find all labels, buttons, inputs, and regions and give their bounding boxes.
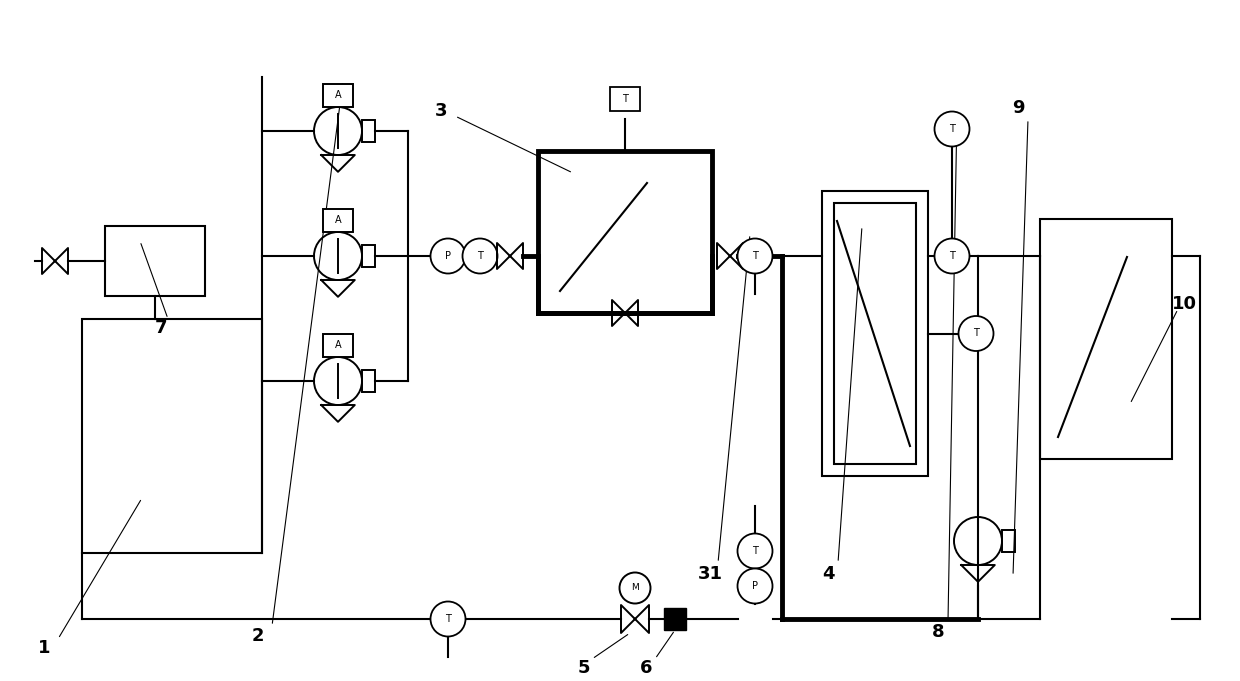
Text: T: T [477, 251, 482, 261]
Circle shape [463, 238, 497, 274]
Text: A: A [335, 340, 341, 351]
Text: 2: 2 [252, 627, 264, 645]
Bar [663, 608, 686, 630]
Circle shape [738, 569, 773, 603]
Text: P: P [445, 251, 451, 261]
Text: T: T [753, 251, 758, 261]
Bar [105, 226, 205, 296]
Text: 31: 31 [698, 565, 723, 583]
Text: M: M [631, 584, 639, 592]
Text: 1: 1 [38, 639, 51, 657]
Bar [362, 370, 376, 392]
Bar [362, 245, 376, 267]
Text: 8: 8 [932, 623, 945, 641]
Circle shape [430, 238, 465, 274]
Text: 7: 7 [155, 319, 167, 337]
Text: T: T [622, 94, 627, 104]
Text: 4: 4 [822, 565, 835, 583]
Text: 9: 9 [1012, 99, 1024, 117]
Text: T: T [445, 614, 451, 624]
Text: 3: 3 [435, 102, 448, 120]
Text: A: A [335, 215, 341, 225]
Circle shape [959, 316, 993, 351]
Text: T: T [973, 328, 978, 338]
Bar [362, 121, 376, 142]
Bar [322, 334, 353, 357]
Circle shape [738, 533, 773, 569]
Bar [82, 319, 262, 553]
Circle shape [935, 112, 970, 146]
Text: 5: 5 [578, 659, 590, 677]
Circle shape [935, 238, 970, 274]
Text: A: A [335, 91, 341, 101]
Bar [322, 209, 353, 232]
Bar [822, 191, 928, 476]
Circle shape [620, 573, 651, 603]
Text: T: T [949, 124, 955, 134]
Bar [1040, 219, 1172, 459]
Bar [610, 87, 640, 111]
Bar [322, 84, 353, 107]
Text: P: P [751, 581, 758, 591]
Bar [538, 151, 712, 313]
Circle shape [738, 238, 773, 274]
Bar [835, 203, 916, 464]
Bar [1002, 530, 1016, 552]
Text: T: T [949, 251, 955, 261]
Circle shape [430, 601, 465, 637]
Text: T: T [753, 546, 758, 556]
Text: 10: 10 [1172, 295, 1197, 313]
Text: 6: 6 [640, 659, 652, 677]
